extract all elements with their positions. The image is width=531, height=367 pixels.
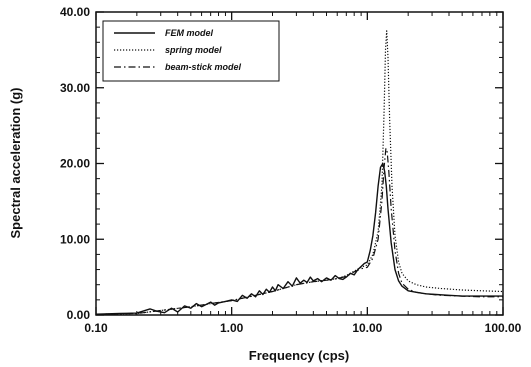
- y-tick-label: 40.00: [60, 5, 90, 19]
- legend-label-beam-stick: beam-stick model: [165, 62, 242, 72]
- x-tick-label: 1.00: [220, 321, 244, 335]
- series-line-fem-model: [95, 162, 503, 315]
- y-tick-label: 10.00: [60, 232, 90, 246]
- series-layer: [95, 30, 504, 315]
- x-tick-label: 0.10: [84, 321, 108, 335]
- tick-labels: 0.10 1.00 10.00 100.00 0.00 10.00 20.00 30.00 40…: [60, 5, 522, 335]
- legend: FEM model spring model beam-stick model: [102, 20, 280, 82]
- y-axis-title: Spectral acceleration (g): [8, 88, 23, 239]
- axis-ticks: [95, 11, 504, 316]
- y-tick-label: 20.00: [60, 157, 90, 171]
- series-line-beam-stick-model: [95, 147, 503, 315]
- x-tick-label: 100.00: [485, 321, 522, 335]
- x-axis-title: Frequency (cps): [249, 348, 349, 363]
- y-tick-label: 30.00: [60, 81, 90, 95]
- series-line-spring-model: [95, 30, 504, 315]
- y-tick-label: 0.00: [67, 308, 91, 322]
- x-tick-label: 10.00: [352, 321, 382, 335]
- legend-label-spring: spring model: [165, 45, 222, 55]
- legend-label-fem: FEM model: [165, 28, 214, 38]
- legend-box: [102, 20, 280, 82]
